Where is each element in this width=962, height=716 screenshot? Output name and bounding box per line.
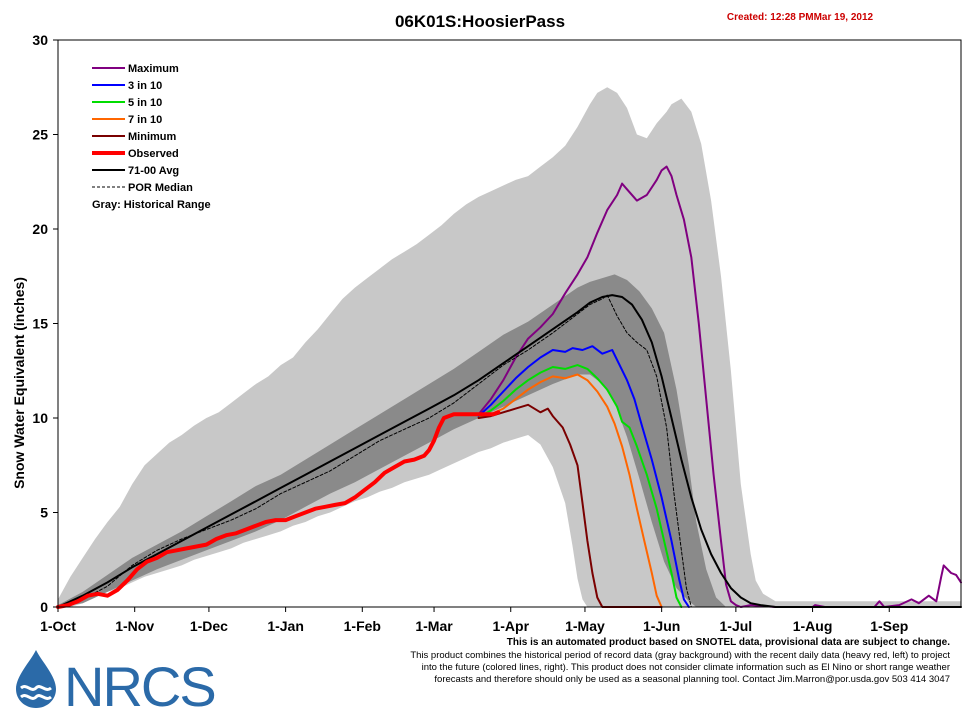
legend-note: Gray: Historical Range xyxy=(92,199,211,211)
y-tick-label: 5 xyxy=(40,505,48,521)
footer-line-2: into the future (colored lines, right). … xyxy=(421,662,950,673)
y-tick-label: 30 xyxy=(32,32,48,48)
legend-label: POR Median xyxy=(128,182,193,194)
x-tick-label: 1-Apr xyxy=(492,618,529,634)
water-drop-icon xyxy=(16,650,56,708)
series-5-in-10 xyxy=(477,364,683,608)
legend-label: 3 in 10 xyxy=(128,80,162,92)
legend-label: Maximum xyxy=(128,63,179,75)
x-tick-label: 1-Jun xyxy=(643,618,680,634)
series-observed xyxy=(56,410,501,609)
nrcs-logo-text: NRCS xyxy=(64,655,215,716)
legend-label: Observed xyxy=(128,148,179,160)
y-tick-label: 20 xyxy=(32,221,48,237)
legend-label: 7 in 10 xyxy=(128,114,162,126)
historical-range-bands xyxy=(58,87,961,608)
series-minimum xyxy=(477,403,663,608)
x-tick-label: 1-Sep xyxy=(870,618,908,634)
x-axis: 1-Oct 1-Nov 1-Dec 1-Jan 1-Feb 1-Mar 1-Apr 1-May… xyxy=(40,607,908,634)
series-7-in-10 xyxy=(477,373,663,608)
series-maximum xyxy=(477,165,962,608)
y-axis: 0 5 10 15 20 25 30 xyxy=(32,32,58,615)
series-por-median xyxy=(57,294,962,608)
y-tick-label: 10 xyxy=(32,410,48,426)
x-tick-label: 1-Feb xyxy=(344,618,381,634)
x-tick-label: 1-Oct xyxy=(40,618,76,634)
nrcs-logo: NRCS xyxy=(16,650,217,716)
legend-label: Minimum xyxy=(128,131,176,143)
x-tick-label: 1-Jan xyxy=(267,618,304,634)
x-tick-label: 1-May xyxy=(565,618,605,634)
x-tick-label: 1-Aug xyxy=(793,618,833,634)
legend-label: 5 in 10 xyxy=(128,97,162,109)
y-axis-label: Snow Water Equivalent (inches) xyxy=(11,277,27,489)
series-3-in-10 xyxy=(477,345,690,608)
y-tick-label: 0 xyxy=(40,599,48,615)
footer-headline: This is an automated product based on SN… xyxy=(506,637,950,648)
x-tick-label: 1-Jul xyxy=(720,618,753,634)
series-lines xyxy=(56,165,962,609)
y-tick-label: 25 xyxy=(32,127,48,143)
y-tick-label: 15 xyxy=(32,316,48,332)
footer-line-3: forecasts and therefore should only be u… xyxy=(434,674,950,685)
x-tick-label: 1-Nov xyxy=(115,618,154,634)
series-71-00-avg xyxy=(57,294,962,608)
footer-line-1: This product combines the historical per… xyxy=(410,650,950,661)
legend-label: 71-00 Avg xyxy=(128,165,179,177)
created-timestamp: Created: 12:28 PMMar 19, 2012 xyxy=(727,12,874,23)
historical-range-dark-band xyxy=(58,274,961,607)
legend: Maximum 3 in 10 5 in 10 7 in 10 Minimum Obser… xyxy=(92,63,211,211)
x-tick-label: 1-Dec xyxy=(190,618,228,634)
x-tick-label: 1-Mar xyxy=(415,618,453,634)
chart-title: 06K01S:HoosierPass xyxy=(395,12,565,31)
